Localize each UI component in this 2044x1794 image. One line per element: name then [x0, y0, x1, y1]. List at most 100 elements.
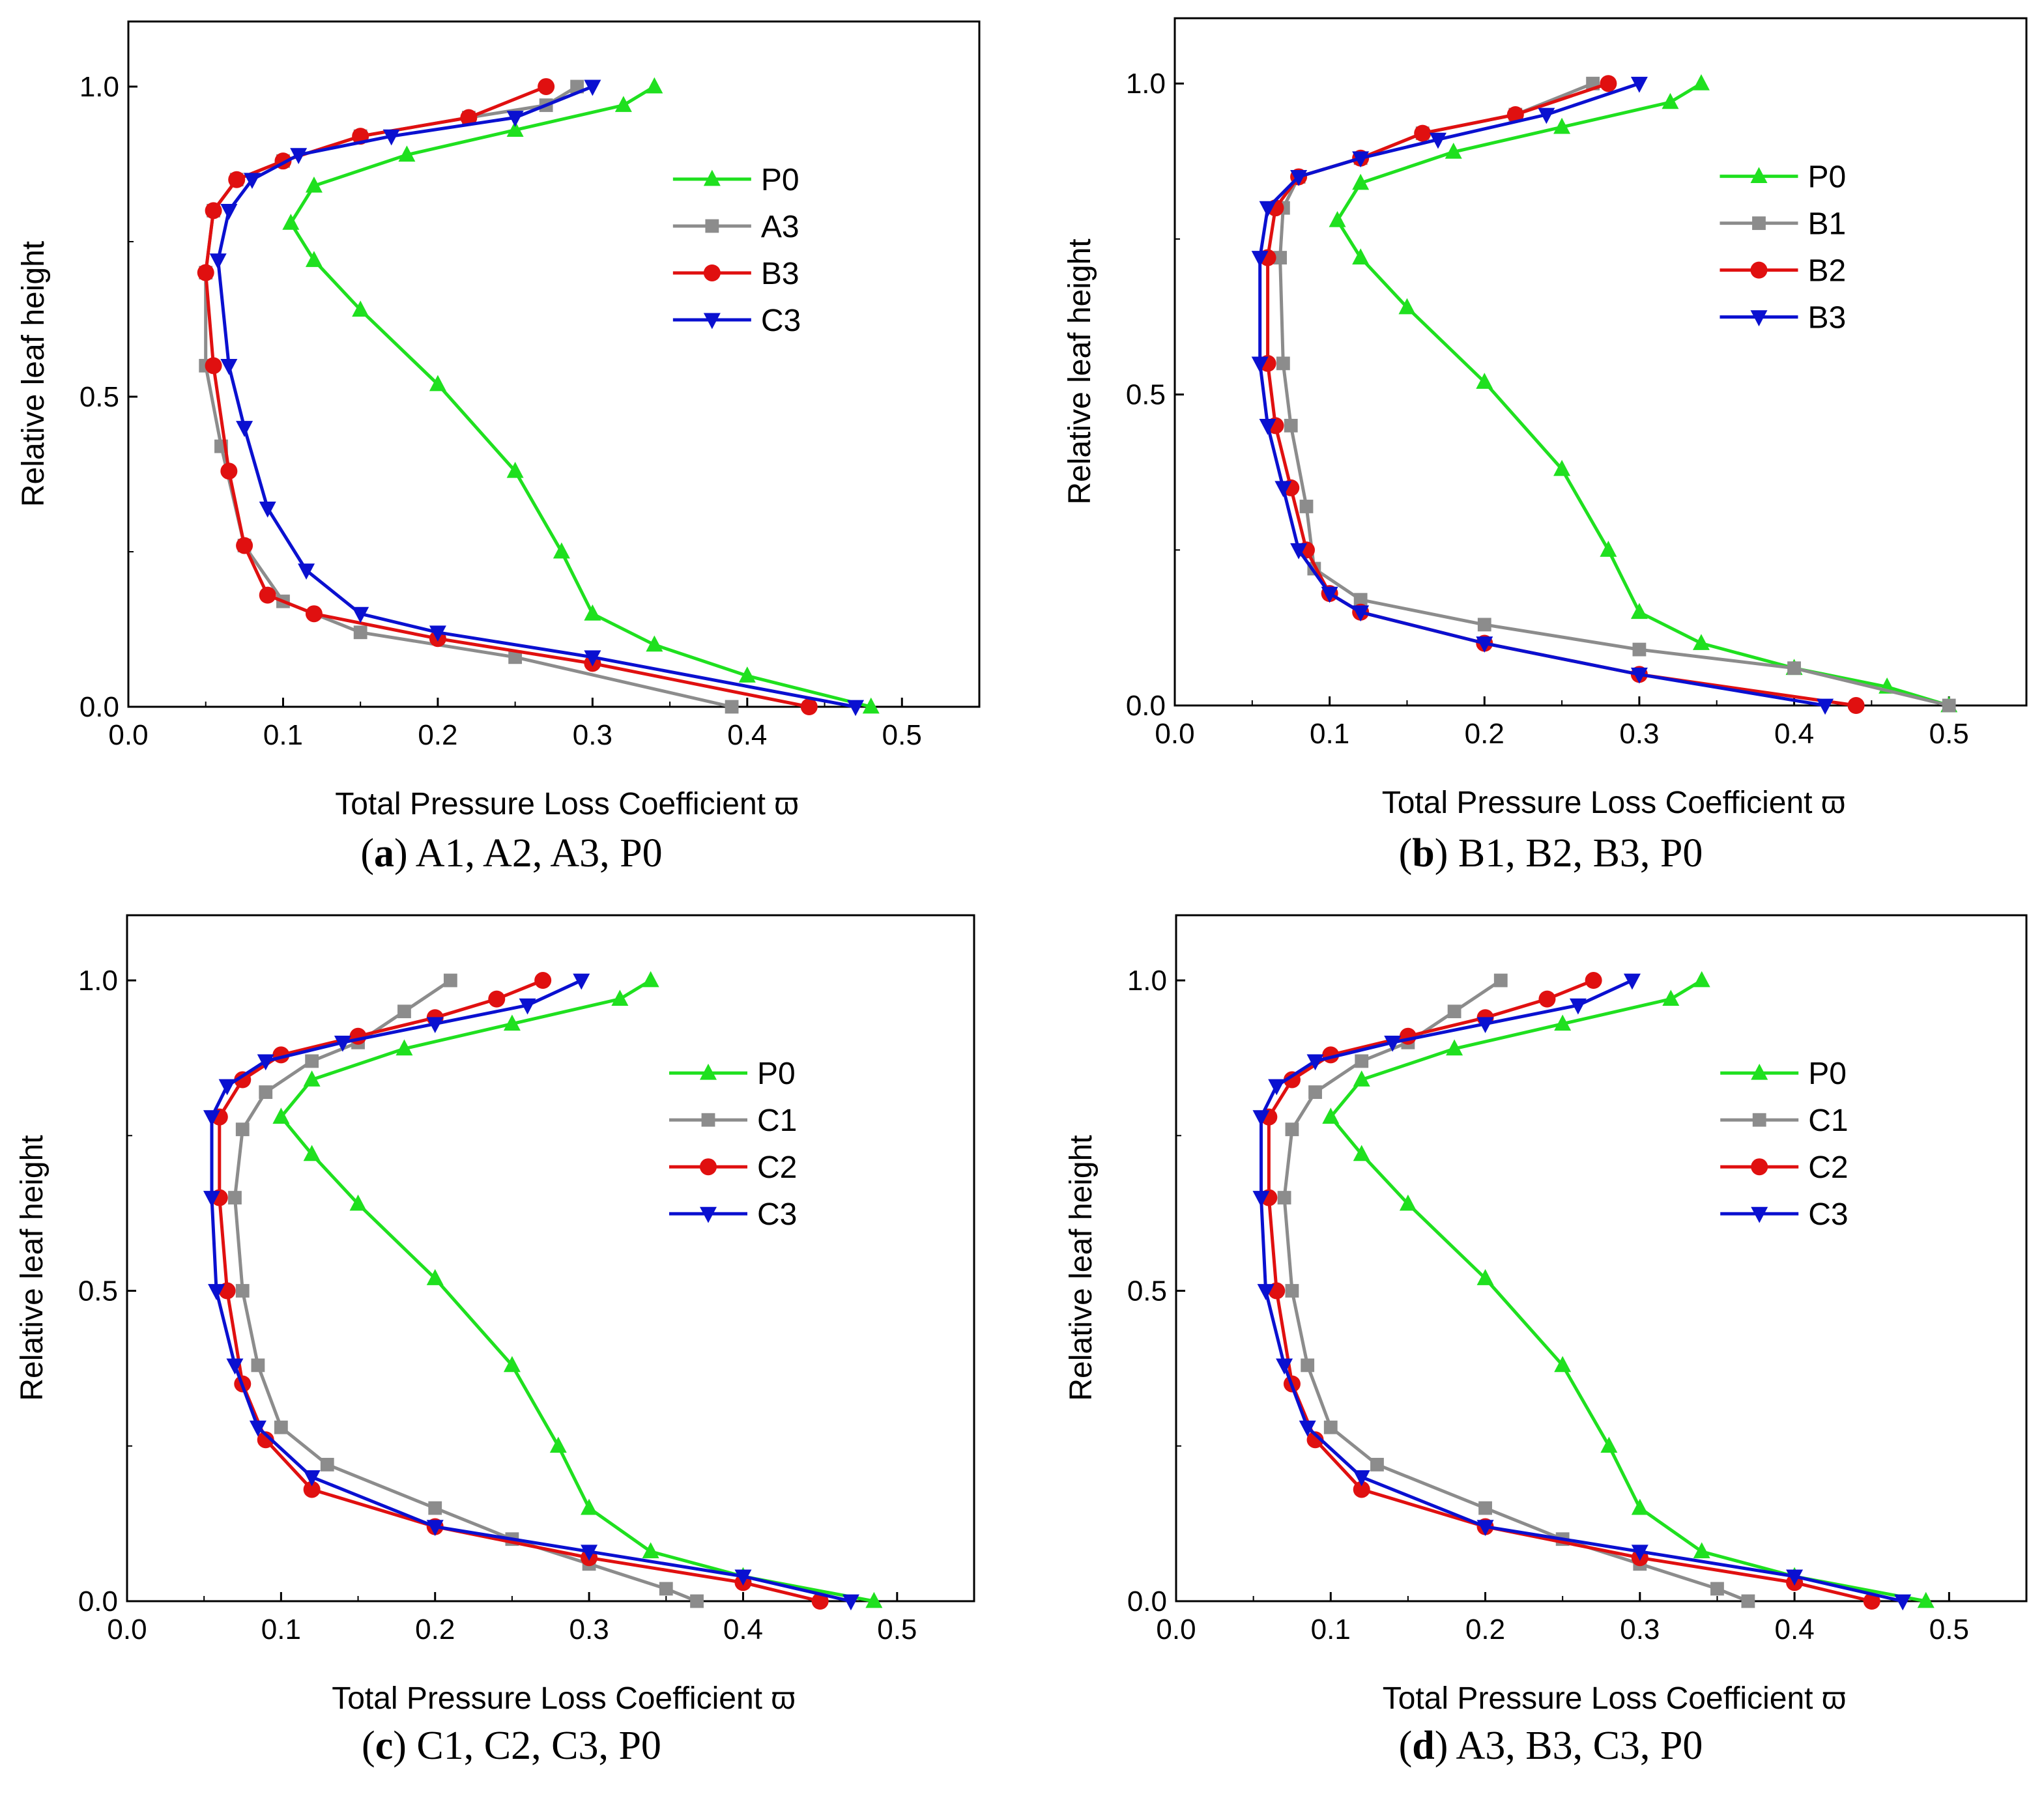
- x-tick-label: 0.1: [263, 719, 303, 751]
- legend-label: B3: [761, 257, 799, 291]
- data-point: [1268, 1079, 1286, 1096]
- data-point: [1553, 459, 1571, 476]
- data-point: [1323, 1420, 1338, 1434]
- legend-item-P0: P0: [1720, 160, 1846, 195]
- data-point: [1476, 373, 1493, 389]
- data-point: [553, 542, 570, 559]
- panel-caption: (a) A1, A2, A3, P0: [360, 831, 662, 876]
- legend: P0 C1 C2 C3: [1720, 1057, 1849, 1232]
- data-point: [738, 666, 756, 683]
- caption-text: C1, C2, C3, P0: [407, 1724, 661, 1768]
- series-C3: [203, 973, 859, 1611]
- x-tick-label: 0.2: [418, 719, 457, 751]
- legend-item-P0: P0: [669, 1057, 796, 1091]
- data-point: [1353, 1470, 1370, 1487]
- x-tick-label: 0.2: [415, 1614, 455, 1645]
- data-point: [236, 537, 253, 554]
- data-point: [488, 990, 506, 1008]
- series-C1: [228, 973, 704, 1608]
- data-point: [1353, 593, 1368, 607]
- y-tick-label: 0.5: [1126, 379, 1166, 411]
- data-point: [303, 1470, 321, 1487]
- data-point: [1284, 418, 1298, 433]
- data-point: [1399, 1194, 1417, 1211]
- data-point: [1710, 1582, 1724, 1596]
- data-point: [349, 1194, 367, 1211]
- x-tick-label: 0.0: [1156, 1614, 1196, 1645]
- caption-paren-close: ): [1435, 831, 1448, 876]
- legend-item-B1: B1: [1720, 207, 1846, 242]
- caption-text: B1, B2, B3, P0: [1448, 831, 1703, 876]
- x-tick-label: 0.2: [1465, 718, 1504, 750]
- data-point: [1477, 618, 1491, 632]
- series-line: [204, 85, 732, 709]
- data-point: [305, 605, 323, 623]
- legend-label: C3: [757, 1197, 797, 1232]
- legend-label: C3: [761, 304, 801, 338]
- legend-label: P0: [1808, 1057, 1847, 1091]
- data-point: [1370, 1457, 1384, 1472]
- data-point: [305, 176, 323, 193]
- y-tick-label: 0.0: [78, 1586, 118, 1617]
- plot-frame: [1175, 914, 2028, 1602]
- legend: P0 B1 B2 B3: [1720, 160, 1846, 335]
- caption-paren-close: ): [1435, 1724, 1448, 1768]
- data-point: [1538, 107, 1555, 124]
- y-tick-label: 1.0: [1127, 965, 1167, 997]
- legend-label: B2: [1807, 254, 1846, 289]
- series-line: [233, 978, 698, 1603]
- series-P0: [282, 77, 880, 714]
- data-point: [209, 253, 227, 270]
- series-line: [218, 978, 821, 1603]
- series-P0: [1329, 74, 1958, 713]
- plot-frame: [127, 20, 981, 708]
- data-point: [1787, 661, 1801, 676]
- data-point: [800, 698, 818, 715]
- data-point: [460, 109, 478, 126]
- caption-letter: d: [1412, 1724, 1434, 1768]
- x-axis-symbol: ϖ: [1822, 1681, 1846, 1716]
- data-point: [1600, 541, 1617, 557]
- data-point: [503, 1356, 521, 1373]
- data-point: [1355, 1054, 1369, 1068]
- x-axis-symbol: ϖ: [771, 1681, 795, 1716]
- data-point: [503, 1014, 521, 1031]
- data-point: [234, 1071, 252, 1089]
- data-point: [646, 77, 663, 94]
- data-point: [1847, 697, 1865, 714]
- chart-panel-a: 0.0 0.1 0.2 0.3 0.4 0.5 0.0 0.5 1.0 Total Pressur…: [16, 20, 981, 876]
- data-point: [506, 461, 524, 478]
- data-point: [614, 96, 632, 112]
- data-point: [659, 1582, 673, 1596]
- legend-marker: [703, 169, 721, 186]
- y-tick-label: 1.0: [79, 71, 119, 103]
- legend: P0 A3 B3 C3: [672, 163, 801, 338]
- data-point: [1353, 1145, 1370, 1161]
- data-point: [1506, 106, 1524, 123]
- y-tick-label: 0.5: [78, 1275, 118, 1307]
- data-point: [1414, 124, 1432, 142]
- data-point: [397, 1004, 411, 1019]
- data-point: [611, 990, 629, 1006]
- data-point: [1299, 500, 1314, 513]
- x-tick-label: 0.3: [573, 719, 612, 751]
- legend-marker: [1751, 1206, 1768, 1223]
- data-point: [1299, 1420, 1316, 1437]
- data-point: [1273, 251, 1287, 264]
- y-tick-label: 0.5: [79, 381, 119, 413]
- data-point: [429, 375, 446, 392]
- x-tick-label: 0.5: [877, 1614, 917, 1645]
- x-tick-label: 0.0: [1155, 718, 1194, 750]
- x-axis-label: Total Pressure Loss Coefficient ϖ: [1382, 786, 1846, 820]
- x-axis-label: Total Pressure Loss Coefficient ϖ: [1383, 1681, 1847, 1716]
- x-tick-label: 0.4: [727, 719, 767, 751]
- data-point: [842, 1594, 859, 1611]
- data-point: [1306, 1431, 1324, 1449]
- x-tick-label: 0.1: [1311, 1614, 1351, 1645]
- legend-item-B2: B2: [1720, 254, 1846, 289]
- caption-paren-open: (: [360, 831, 374, 876]
- data-point: [257, 1431, 274, 1449]
- data-point: [1631, 1545, 1648, 1561]
- y-tick-label: 0.0: [1126, 690, 1166, 722]
